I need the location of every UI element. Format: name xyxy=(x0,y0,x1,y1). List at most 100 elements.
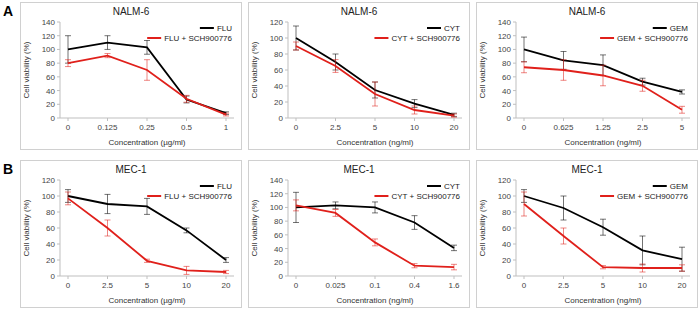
legend: GEMGEM + SCH900776 xyxy=(600,24,688,43)
y-tick-label: 40 xyxy=(502,240,511,249)
error-bar-cap xyxy=(600,54,606,55)
error-bar-cap xyxy=(333,59,339,60)
figure: ABNALM-6Cell viability (%)Concentration … xyxy=(0,0,700,310)
error-bar-cap xyxy=(640,78,646,79)
panel-frame xyxy=(21,161,242,308)
y-tick xyxy=(513,90,516,91)
x-tick xyxy=(524,276,525,279)
error-bar-cap xyxy=(412,267,418,268)
y-axis-label: Cell viability (%) xyxy=(478,41,487,98)
x-tick xyxy=(186,276,187,279)
series-line xyxy=(524,67,682,110)
chart-panel: NALM-6Cell viability (%)Concentration (n… xyxy=(249,3,470,150)
y-tick xyxy=(513,63,516,64)
y-tick-label: 0 xyxy=(51,114,56,123)
y-tick-label: 20 xyxy=(274,258,283,267)
x-tick xyxy=(296,276,297,279)
error-bar-cap xyxy=(451,114,457,115)
x-tick-label: 0.625 xyxy=(553,123,574,132)
y-tick xyxy=(285,248,288,249)
chart-panel: NALM-6Cell viability (%)Concentration (n… xyxy=(477,3,698,150)
error-bar-cap xyxy=(65,204,71,205)
x-tick-label: 0 xyxy=(294,281,299,290)
error-bar-cap xyxy=(679,89,685,90)
y-tick-label: 60 xyxy=(274,231,283,240)
x-tick xyxy=(524,118,525,121)
y-tick xyxy=(57,49,60,50)
error-bar-cap xyxy=(561,244,567,245)
series-line xyxy=(296,205,454,267)
error-bar-cap xyxy=(293,42,299,43)
y-tick-label: 120 xyxy=(270,190,284,199)
y-tick-label: 80 xyxy=(502,208,511,217)
y-tick xyxy=(57,22,60,23)
x-tick-label: 5 xyxy=(601,281,606,290)
error-bar-cap xyxy=(105,49,111,50)
error-bar-cap xyxy=(333,208,339,209)
series-line xyxy=(68,196,226,260)
x-tick xyxy=(68,118,69,121)
legend: CYTCYT + SCH900776 xyxy=(374,24,460,43)
x-tick-label: 2.5 xyxy=(330,123,342,132)
y-tick xyxy=(57,35,60,36)
y-tick-label: 40 xyxy=(46,87,55,96)
x-tick-label: 0.25 xyxy=(139,123,155,132)
legend: CYTCYT + SCH900776 xyxy=(374,182,460,201)
x-axis-label: Concentration (ng/ml) xyxy=(337,296,414,305)
y-tick xyxy=(285,38,288,39)
x-tick xyxy=(335,118,336,121)
y-tick-label: 140 xyxy=(42,18,56,27)
y-tick xyxy=(513,212,516,213)
y-tick xyxy=(285,180,288,181)
x-tick-label: 0 xyxy=(294,123,299,132)
error-bar-cap xyxy=(521,216,527,217)
y-tick xyxy=(285,276,288,277)
x-tick-label: 5 xyxy=(680,123,685,132)
error-bar-cap xyxy=(184,102,190,103)
legend-swatch xyxy=(653,27,667,29)
y-tick-label: 40 xyxy=(46,240,55,249)
error-bar-cap xyxy=(65,35,71,36)
x-tick-label: 2.5 xyxy=(102,281,114,290)
x-tick xyxy=(68,276,69,279)
error-bar-cap xyxy=(333,54,339,55)
error-bar-cap xyxy=(679,271,685,272)
error-bar-cap xyxy=(105,53,111,54)
error-bar-cap xyxy=(521,61,527,62)
x-tick-label: 20 xyxy=(222,281,231,290)
error-bar-cap xyxy=(184,102,190,103)
error-bar-cap xyxy=(333,72,339,73)
error-bar-cap xyxy=(640,236,646,237)
y-tick-label: 0 xyxy=(279,272,284,281)
x-tick xyxy=(563,118,564,121)
error-bar-stem xyxy=(296,192,297,222)
error-bar-cap xyxy=(561,228,567,229)
error-bar-cap xyxy=(144,40,150,41)
error-bar-cap xyxy=(333,209,339,210)
legend-label: FLU xyxy=(217,182,232,191)
x-tick xyxy=(682,118,683,121)
x-tick xyxy=(454,276,455,279)
y-tick xyxy=(285,70,288,71)
x-tick-label: 0.025 xyxy=(325,281,346,290)
y-tick xyxy=(513,118,516,119)
x-tick-label: 10 xyxy=(410,123,419,132)
x-tick-label: 2.5 xyxy=(558,281,570,290)
y-tick xyxy=(57,244,60,245)
legend: FLUFLU + SCH900776 xyxy=(147,24,232,43)
error-bar-cap xyxy=(184,274,190,275)
error-bar-cap xyxy=(521,37,527,38)
chart-title: NALM-6 xyxy=(341,6,378,17)
legend: GEMGEM + SCH900776 xyxy=(600,182,688,201)
y-tick-label: 60 xyxy=(502,73,511,82)
y-tick-label: 80 xyxy=(46,208,55,217)
panel-frame xyxy=(21,3,242,150)
y-tick-label: 100 xyxy=(42,192,56,201)
series-line xyxy=(296,38,454,115)
x-axis-label: Concentration (ng/ml) xyxy=(565,296,642,305)
error-bar-cap xyxy=(105,236,111,237)
y-tick xyxy=(513,35,516,36)
error-bar-cap xyxy=(521,61,527,62)
legend-swatch xyxy=(374,195,388,197)
y-tick xyxy=(57,276,60,277)
